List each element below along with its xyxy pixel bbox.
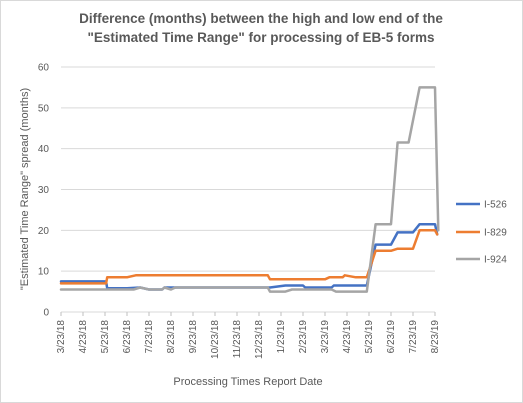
x-tick-label: 3/23/18 xyxy=(56,320,67,354)
x-tick-label: 4/23/19 xyxy=(342,320,353,354)
x-tick-label: 8/23/18 xyxy=(166,320,177,354)
x-tick-label: 12/23/18 xyxy=(254,320,265,359)
y-tick-label: 0 xyxy=(43,308,49,319)
x-tick-label: 4/23/18 xyxy=(78,320,89,354)
legend-label-i-924: I-924 xyxy=(484,255,507,266)
series-line-i-924 xyxy=(59,86,440,293)
y-tick-label: 30 xyxy=(38,185,50,196)
y-tick-label: 60 xyxy=(38,63,50,74)
series-line-i-526 xyxy=(59,222,439,291)
legend-label-i-526: I-526 xyxy=(484,200,507,211)
x-tick-label: 11/23/18 xyxy=(232,320,243,359)
chart-title-line-2: "Estimated Time Range" for processing of… xyxy=(87,30,434,45)
x-tick-label: 9/23/18 xyxy=(188,320,199,354)
x-tick-label: 6/23/18 xyxy=(122,320,133,354)
x-tick-label: 7/23/19 xyxy=(408,320,419,354)
x-tick-label: 1/23/19 xyxy=(276,320,287,354)
x-tick-label: 7/23/18 xyxy=(144,320,155,354)
x-tick-label: 2/23/19 xyxy=(298,320,309,354)
y-tick-label: 50 xyxy=(38,103,50,114)
x-tick-label: 5/23/18 xyxy=(100,320,111,354)
y-tick-label: 40 xyxy=(38,144,50,155)
x-tick-label: 5/23/19 xyxy=(364,320,375,354)
x-axis-title: Processing Times Report Date xyxy=(173,376,322,388)
x-tick-label: 10/23/18 xyxy=(210,320,221,359)
chart-title-line-1: Difference (months) between the high and… xyxy=(79,11,443,26)
y-tick-label: 10 xyxy=(38,267,50,278)
x-tick-label: 8/23/19 xyxy=(430,320,441,354)
series-line-i-829 xyxy=(59,229,439,285)
y-tick-label: 20 xyxy=(38,226,50,237)
x-tick-label: 3/23/19 xyxy=(320,320,331,354)
y-axis-title: "Estimated Time Range" spread (months) xyxy=(19,88,31,290)
legend-label-i-829: I-829 xyxy=(484,228,507,239)
x-tick-label: 6/23/19 xyxy=(386,320,397,354)
